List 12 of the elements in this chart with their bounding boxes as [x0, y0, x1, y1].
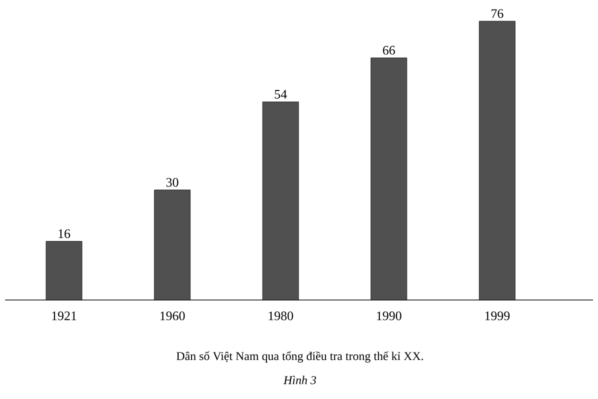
- data-label: 16: [58, 229, 70, 238]
- x-tick-label: 1960: [160, 312, 185, 320]
- x-tick-label: 1980: [268, 312, 294, 320]
- x-tick-label: 1990: [377, 312, 402, 320]
- data-label: 66: [382, 46, 395, 55]
- data-label: 30: [166, 178, 178, 187]
- text: Dân số Việt Nam qua tổng điều tra trong thế kỉ XX.: [176, 351, 424, 363]
- x-tick-label: 1999: [485, 312, 510, 320]
- x-tick-label: 1921: [52, 312, 76, 320]
- data-label: 76: [492, 9, 504, 18]
- text: Hình 3: [283, 376, 316, 384]
- data-label: 54: [274, 90, 287, 99]
